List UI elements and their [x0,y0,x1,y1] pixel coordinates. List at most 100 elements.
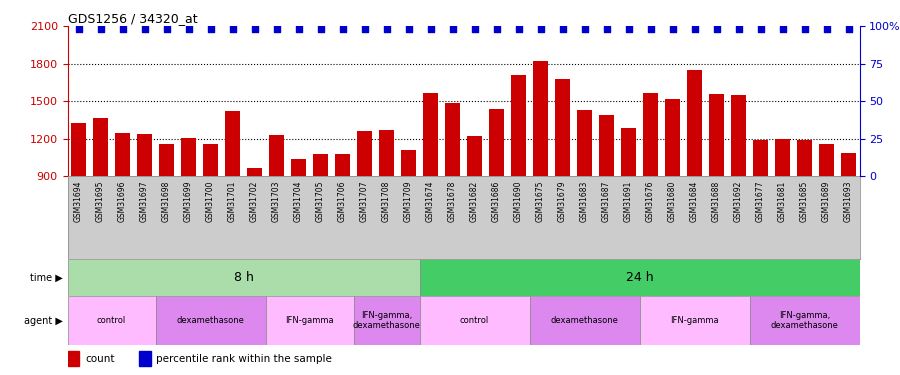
Bar [643,93,658,289]
Text: 8 h: 8 h [234,271,254,284]
Text: GSM31675: GSM31675 [536,180,545,222]
Text: GSM31674: GSM31674 [426,180,435,222]
Point [159,26,174,32]
Text: GSM31686: GSM31686 [492,180,501,222]
Text: GSM31685: GSM31685 [800,180,809,222]
Bar [775,139,790,289]
Point [423,26,437,32]
Bar [202,144,218,289]
Text: IFN-gamma: IFN-gamma [285,316,334,325]
Text: GSM31692: GSM31692 [734,180,743,222]
Bar [354,296,419,345]
Point [248,26,262,32]
Bar [291,159,306,289]
Bar [137,134,152,289]
Bar [621,128,636,289]
Point [292,26,306,32]
Bar [819,144,834,289]
Bar [533,61,548,289]
Bar [71,123,86,289]
Bar [750,296,859,345]
Point [203,26,218,32]
Text: 24 h: 24 h [626,271,653,284]
Text: GSM31694: GSM31694 [74,180,83,222]
Text: GSM31707: GSM31707 [360,180,369,222]
Point [555,26,570,32]
Bar [269,135,284,289]
Text: GDS1256 / 34320_at: GDS1256 / 34320_at [68,12,197,25]
Bar [529,296,640,345]
Text: GSM31677: GSM31677 [756,180,765,222]
Text: IFN-gamma,
dexamethasone: IFN-gamma, dexamethasone [770,311,839,330]
Text: GSM31691: GSM31691 [624,180,633,222]
Bar [577,110,592,289]
Point [225,26,239,32]
Text: IFN-gamma,
dexamethasone: IFN-gamma, dexamethasone [353,311,420,330]
Bar [139,351,150,366]
Bar [419,259,860,296]
Bar [423,93,438,289]
Point [709,26,724,32]
Text: GSM31704: GSM31704 [294,180,303,222]
Point [379,26,393,32]
Point [401,26,416,32]
Bar [709,94,725,289]
Bar [489,109,504,289]
Bar [335,154,350,289]
Point [665,26,680,32]
Bar [598,115,614,289]
Point [819,26,833,32]
Point [357,26,372,32]
Point [269,26,284,32]
Point [599,26,614,32]
Text: GSM31690: GSM31690 [514,180,523,222]
Point [644,26,658,32]
Bar [752,140,769,289]
Bar [511,75,526,289]
Text: control: control [460,316,489,325]
Point [313,26,328,32]
Point [138,26,152,32]
Point [797,26,812,32]
Text: GSM31679: GSM31679 [558,180,567,222]
Text: GSM31680: GSM31680 [668,180,677,222]
Text: control: control [97,316,126,325]
Bar [68,351,79,366]
Bar [400,150,416,289]
Bar [356,131,373,289]
Bar [665,99,680,289]
Text: count: count [85,354,114,363]
Point [181,26,195,32]
Bar [115,132,130,289]
Text: GSM31706: GSM31706 [338,180,347,222]
Text: GSM31688: GSM31688 [712,180,721,222]
Text: GSM31709: GSM31709 [404,180,413,222]
Bar [93,117,108,289]
Point [775,26,789,32]
Bar [313,154,328,289]
Text: GSM31705: GSM31705 [316,180,325,222]
Point [534,26,548,32]
Point [577,26,591,32]
Text: percentile rank within the sample: percentile rank within the sample [157,354,332,363]
Point [490,26,504,32]
Point [842,26,856,32]
Point [94,26,108,32]
Text: GSM31702: GSM31702 [250,180,259,222]
Point [732,26,746,32]
Bar [68,259,419,296]
Text: GSM31687: GSM31687 [602,180,611,222]
Point [753,26,768,32]
Text: GSM31698: GSM31698 [162,180,171,222]
Bar [247,168,262,289]
Text: GSM31708: GSM31708 [382,180,391,222]
Point [511,26,526,32]
Text: GSM31684: GSM31684 [690,180,699,222]
Point [115,26,130,32]
Bar [554,79,571,289]
Bar [68,296,156,345]
Text: agent ▶: agent ▶ [24,316,63,326]
Text: dexamethasone: dexamethasone [551,316,618,325]
Text: GSM31678: GSM31678 [448,180,457,222]
Bar [181,138,196,289]
